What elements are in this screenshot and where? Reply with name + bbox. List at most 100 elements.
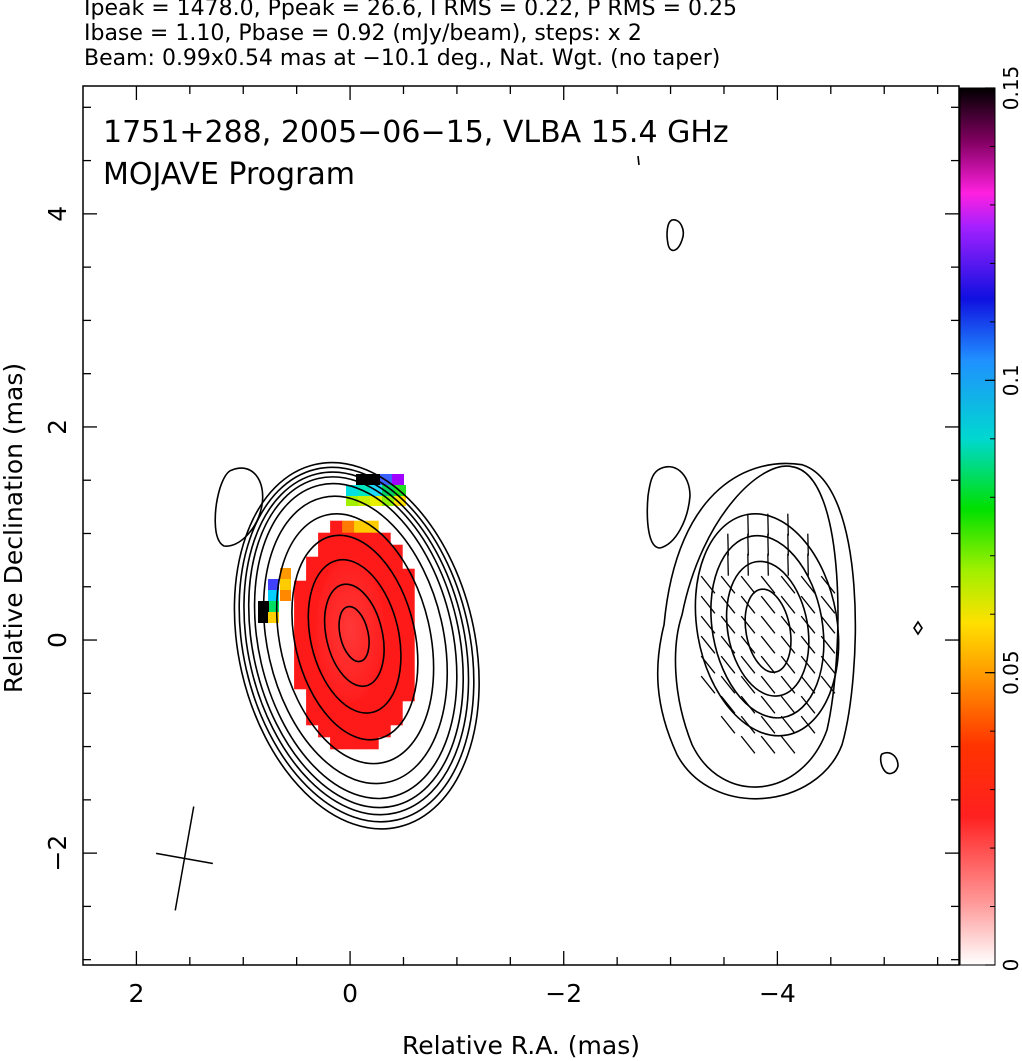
pol-pixel xyxy=(294,640,307,654)
x-tick-label: −2 xyxy=(545,979,582,1008)
pol-pixel xyxy=(306,712,319,726)
pol-vector xyxy=(760,715,776,734)
pol-vector xyxy=(780,695,796,714)
pol-vector xyxy=(820,655,836,674)
pol-vector xyxy=(700,595,716,614)
noise-contour xyxy=(646,465,691,549)
pol-vector xyxy=(780,675,796,694)
pol-vector xyxy=(700,615,716,634)
pol-pixel xyxy=(294,592,307,606)
pol-pixel xyxy=(294,676,307,690)
pol-pixel-edge xyxy=(394,496,406,506)
pol-pixel xyxy=(306,568,319,582)
pol-vector xyxy=(800,615,816,634)
pol-vector xyxy=(740,595,756,614)
pol-vector xyxy=(800,675,816,694)
jet-contour xyxy=(674,465,839,788)
pol-pixel xyxy=(390,688,403,702)
colorbar-tick-label: 0.1 xyxy=(999,364,1022,396)
y-tick-label: −2 xyxy=(43,835,72,872)
polarization-vectors xyxy=(700,513,836,754)
polarization-color-layer xyxy=(258,474,415,750)
noise-contour xyxy=(913,620,923,636)
colorbar xyxy=(959,87,996,966)
noise-contour xyxy=(666,219,685,252)
pol-vector xyxy=(740,635,756,654)
pol-vector xyxy=(787,553,789,576)
pol-vector xyxy=(727,553,729,576)
pol-vector xyxy=(800,635,816,654)
pol-pixel xyxy=(318,700,331,714)
pol-pixel xyxy=(342,736,355,750)
x-tick-label: −4 xyxy=(759,979,796,1008)
pol-vector xyxy=(740,675,756,694)
pol-vector xyxy=(760,615,776,634)
header-intensity-stats: Ipeak = 1478.0, Ppeak = 26.6, I RMS = 0.… xyxy=(84,0,737,21)
pol-vector xyxy=(747,553,749,576)
pol-vector xyxy=(800,715,816,734)
pol-vector xyxy=(800,655,816,674)
pol-pixel xyxy=(378,712,391,726)
pol-pixel xyxy=(330,712,343,726)
pol-pixel xyxy=(378,724,391,738)
pol-pixel xyxy=(390,676,403,690)
pol-vector xyxy=(720,615,736,634)
pol-pixel-edge xyxy=(356,474,368,485)
noise-contour xyxy=(214,467,264,547)
pol-vector xyxy=(747,533,749,556)
pol-vector xyxy=(820,595,836,614)
y-tick-label: 2 xyxy=(43,419,72,435)
x-tick-label: 2 xyxy=(128,979,144,1008)
x-tick-label: 0 xyxy=(342,979,358,1008)
pol-pixel xyxy=(378,544,391,558)
axis-tick-labels: 2 0 −2 −4 −2 0 2 4 xyxy=(43,206,796,1008)
axis-ticks xyxy=(83,86,959,965)
pol-pixel xyxy=(318,724,331,738)
core-contour xyxy=(275,513,435,765)
core-contour xyxy=(233,461,480,830)
y-tick-label: 4 xyxy=(43,206,72,222)
pol-pixel xyxy=(402,652,415,666)
pol-vector xyxy=(807,553,809,576)
colorbar-tick-label: 0.05 xyxy=(999,650,1022,695)
pol-pixel-edge xyxy=(280,568,291,579)
pol-pixel xyxy=(318,688,331,702)
pol-vector xyxy=(760,575,776,594)
pol-vector xyxy=(800,695,816,714)
pol-pixel xyxy=(366,544,379,558)
plot-frame xyxy=(82,85,960,966)
pol-pixel xyxy=(306,676,319,690)
pol-pixel-edge xyxy=(392,474,404,485)
pol-pixel xyxy=(354,700,367,714)
pol-pixel xyxy=(402,580,415,594)
pol-pixel xyxy=(306,556,319,570)
jet-contour xyxy=(725,560,810,697)
pol-pixel xyxy=(366,532,379,546)
pol-vector xyxy=(720,575,736,594)
noise-contour xyxy=(637,155,640,166)
pol-vector xyxy=(727,533,729,556)
pol-pixel xyxy=(402,628,415,642)
pol-pixel xyxy=(330,736,343,750)
pol-pixel xyxy=(366,724,379,738)
pol-pixel xyxy=(306,664,319,678)
pol-pixel xyxy=(354,520,367,534)
pol-vector xyxy=(807,533,809,556)
pol-pixel xyxy=(390,700,403,714)
pol-pixel xyxy=(378,568,391,582)
pol-pixel xyxy=(318,712,331,726)
pol-pixel xyxy=(366,712,379,726)
core-contour xyxy=(247,476,465,809)
pol-pixel-edge xyxy=(280,579,291,590)
pol-pixel-edge xyxy=(368,474,380,485)
pol-vector xyxy=(720,675,736,694)
pol-vector xyxy=(760,655,776,674)
pol-pixel-edge xyxy=(358,496,370,506)
pol-vector xyxy=(767,553,769,576)
pol-vector xyxy=(780,735,796,754)
pol-vector xyxy=(700,655,716,674)
pol-vector xyxy=(760,695,776,714)
pol-vector xyxy=(800,575,816,594)
header-contour-base: Ibase = 1.10, Pbase = 0.92 (mJy/beam), s… xyxy=(84,21,642,46)
pol-pixel xyxy=(294,604,307,618)
